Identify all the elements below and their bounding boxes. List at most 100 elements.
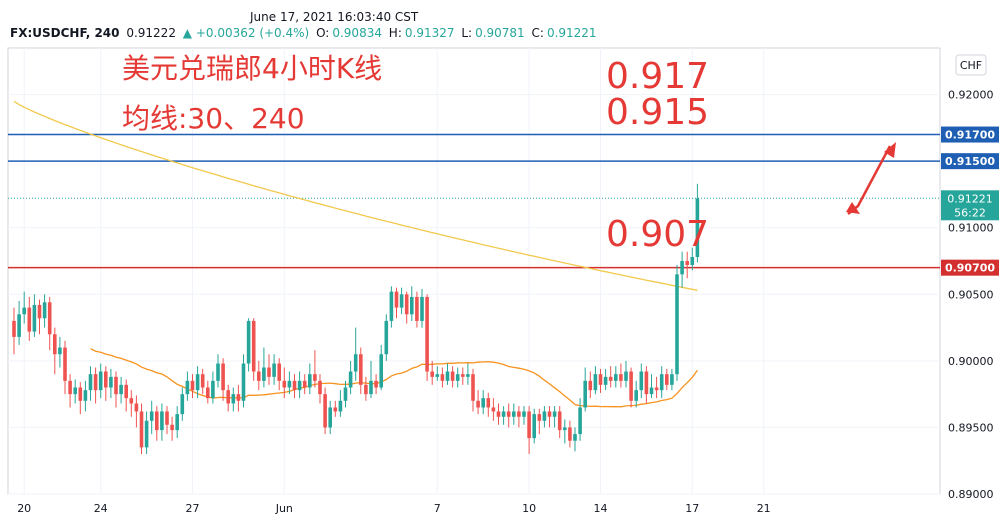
candle-body (374, 380, 378, 388)
high-label: H: (388, 26, 402, 40)
candle-body (512, 411, 516, 417)
candle-body (476, 400, 480, 408)
candle-body (297, 380, 302, 391)
candle-body (109, 376, 113, 388)
candle-body (251, 320, 256, 372)
time-tick-label: 17 (685, 502, 699, 515)
candle-body (353, 354, 358, 372)
candle-body (68, 380, 72, 395)
candle-body (226, 390, 230, 404)
candle-body (323, 394, 327, 428)
time-axis[interactable]: 20 24 27 Jun 7 10 14 17 21 (17, 502, 771, 515)
candle-body (257, 371, 261, 381)
candle-body (425, 296, 429, 372)
candle-body (195, 374, 200, 391)
candle-body (654, 387, 659, 391)
candle-body (170, 424, 174, 431)
price-axis[interactable]: CHF 0.89000 0.89500 0.90000 0.90500 0.91000 0… (941, 54, 999, 501)
candle-body (527, 411, 531, 439)
candle-body (481, 398, 485, 408)
price-tick-label: 0.90000 (948, 355, 994, 368)
candle-body (404, 294, 409, 315)
low-value: 0.90781 (475, 26, 525, 40)
candle-body (649, 387, 654, 395)
level-price-badge (941, 153, 999, 170)
candle-body (415, 296, 419, 321)
candle-body (624, 371, 628, 381)
ma30-line (90, 348, 698, 408)
candle-body (644, 371, 649, 395)
candle-body (93, 374, 98, 391)
candle-body (369, 380, 373, 395)
candle-body (180, 394, 185, 415)
horizontal-levels[interactable] (8, 133, 940, 269)
price-tick-label: 0.90500 (948, 288, 994, 301)
timestamp: June 17, 2021 16:03:40 CST (250, 10, 419, 24)
price-tick-label: 0.91000 (948, 222, 994, 235)
candles (12, 183, 700, 455)
annotation-ma: 均线:30、240 (122, 102, 305, 135)
candle-body (333, 407, 338, 412)
candle-body (547, 411, 552, 417)
ma240-line (13, 100, 698, 291)
annotation-title: 美元兑瑞郎4小时K线 (122, 52, 382, 85)
candle-body (506, 411, 511, 417)
candle-body (277, 363, 281, 381)
candle-body (318, 380, 322, 395)
level-price-label: 0.90700 (945, 262, 995, 275)
candle-body (272, 363, 276, 377)
time-tick-label: 7 (434, 502, 441, 515)
candle-body (12, 320, 16, 337)
candle-body (639, 371, 644, 391)
candle-body (155, 411, 159, 431)
last-price-badge (941, 190, 999, 221)
candle-body (328, 407, 332, 428)
candle-body (302, 380, 307, 388)
candle-body (379, 354, 383, 388)
candle-body (608, 376, 613, 381)
level-price-label: 0.91500 (945, 155, 995, 168)
ma30-path (90, 348, 698, 408)
candle-body (129, 398, 134, 404)
candle-body (435, 374, 440, 377)
time-tick-label: 10 (522, 502, 536, 515)
symbol-label[interactable]: FX:USDCHF, 240 (10, 26, 120, 40)
candle-body (450, 371, 455, 381)
currency-badge[interactable] (955, 54, 987, 76)
price-tick-label: 0.92000 (948, 89, 994, 102)
candle-body (165, 411, 169, 425)
candle-body (175, 414, 179, 431)
time-tick-label: 24 (94, 502, 108, 515)
time-tick-label: 14 (594, 502, 608, 515)
candle-body (399, 294, 404, 308)
candle-body (552, 411, 557, 417)
candle-body (343, 387, 348, 401)
candle-body (430, 371, 434, 377)
candle-body (114, 376, 118, 395)
candle-body (563, 427, 567, 431)
candle-body (445, 371, 450, 381)
candle-body (27, 307, 32, 332)
candle-body (619, 374, 623, 381)
candle-body (348, 371, 353, 388)
candle-body (287, 380, 292, 388)
candle-body (466, 374, 470, 377)
arrow-icon (846, 142, 896, 215)
candle-body (568, 427, 572, 441)
candle-body (685, 261, 689, 266)
candle-body (522, 411, 526, 417)
candle-body (42, 302, 47, 319)
open-label: O: (316, 26, 330, 40)
time-tick-label: 21 (757, 502, 771, 515)
candle-body (53, 334, 57, 355)
countdown-label: 56:22 (954, 206, 986, 219)
candle-body (231, 394, 236, 404)
candle-body (634, 390, 638, 401)
candle-body (134, 403, 139, 412)
candle-body (573, 434, 577, 441)
candle-body (98, 371, 103, 391)
candle-body (501, 411, 506, 417)
level-price-badge (941, 126, 999, 143)
annotation-915: 0.915 (606, 92, 709, 133)
